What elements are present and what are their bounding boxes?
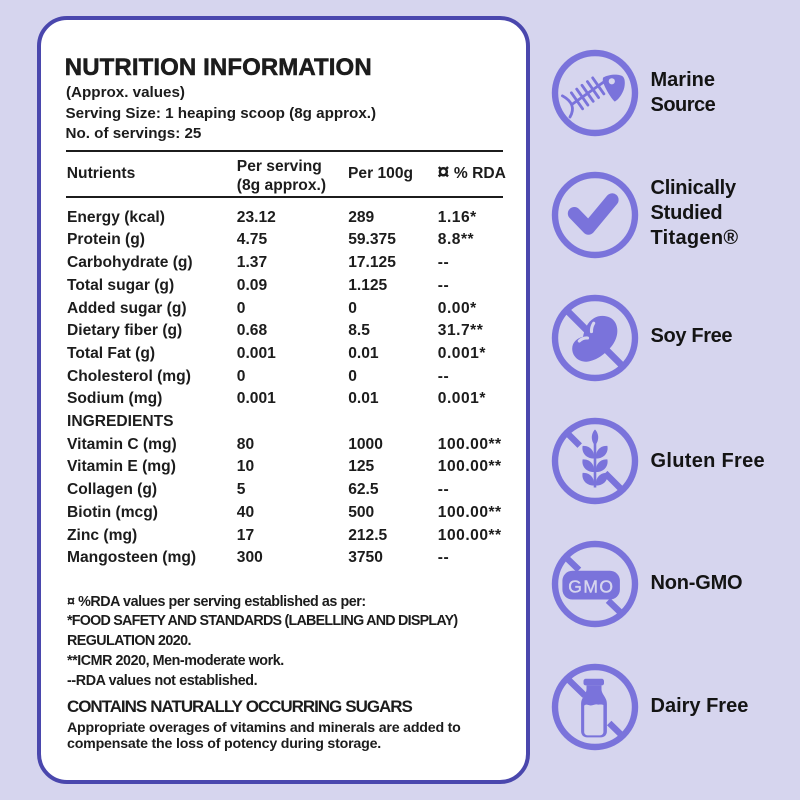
svg-text:GMO: GMO (568, 577, 614, 597)
